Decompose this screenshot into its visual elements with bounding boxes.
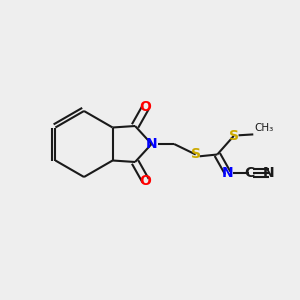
Text: S: S xyxy=(229,129,239,143)
Text: S: S xyxy=(191,148,201,161)
Text: C: C xyxy=(244,166,254,180)
Text: N: N xyxy=(146,137,158,151)
Text: CH₃: CH₃ xyxy=(255,123,274,133)
Text: O: O xyxy=(140,174,152,188)
Text: N: N xyxy=(263,166,275,180)
Text: N: N xyxy=(222,166,234,180)
Text: O: O xyxy=(140,100,152,114)
